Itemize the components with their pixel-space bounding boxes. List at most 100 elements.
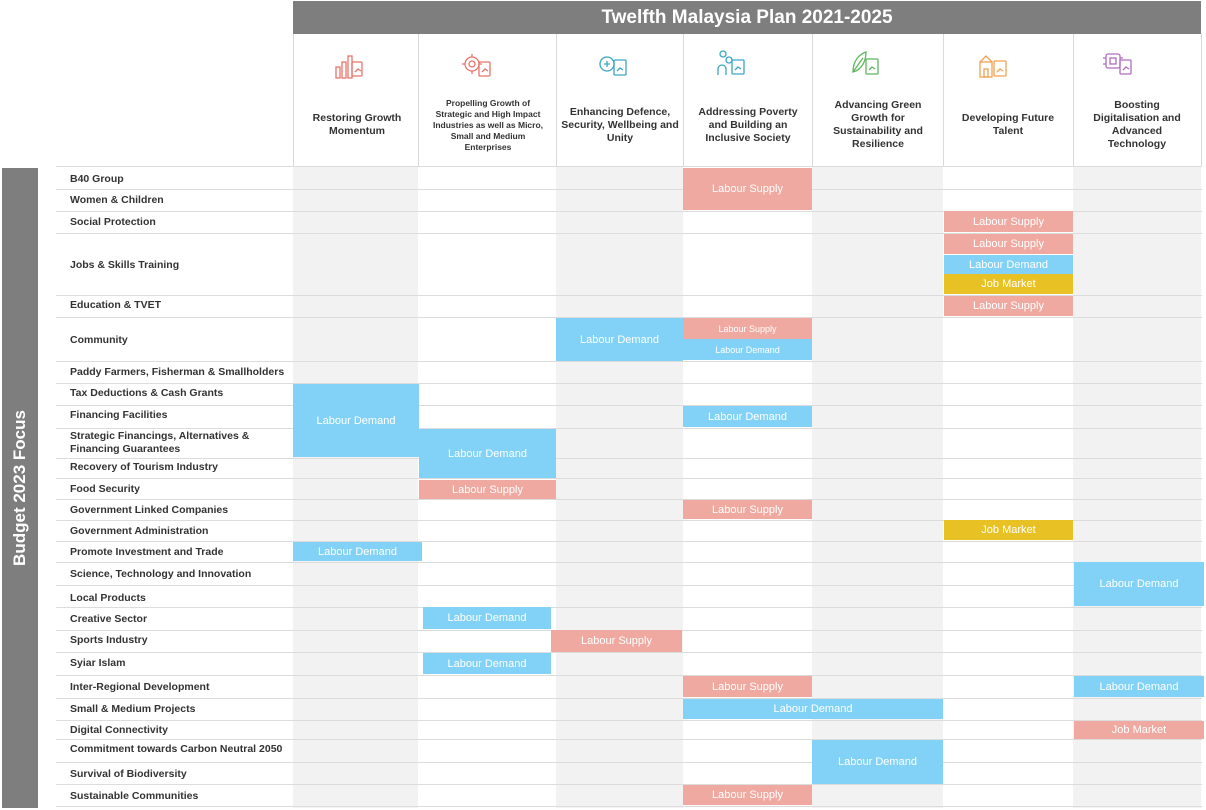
- row-label-syiar-islam: Syiar Islam: [70, 657, 126, 669]
- cell-labour-demand: Labour Demand: [1074, 676, 1204, 697]
- header-divider: [293, 34, 294, 167]
- industry-gear-icon: [462, 54, 491, 77]
- row-label-tax-deductions: Tax Deductions & Cash Grants: [70, 387, 224, 399]
- column-bg-1: [293, 167, 418, 808]
- row-divider: [56, 541, 1202, 542]
- row-label-sustainable-communities: Sustainable Communities: [70, 790, 199, 802]
- cell-labour-demand: Labour Demand: [293, 384, 419, 457]
- cell-labour-supply: Labour Supply: [944, 211, 1073, 232]
- row-label-sti: Science, Technology and Innovation: [70, 568, 252, 580]
- column-header-boosting-digitalisation: Boosting Digitalisation and Advanced Tec…: [1093, 99, 1181, 150]
- row-label-small-medium: Small & Medium Projects: [70, 703, 196, 715]
- row-divider: [56, 317, 1202, 318]
- row-divider: [56, 739, 1202, 740]
- header-divider: [1201, 34, 1202, 167]
- row-label-community: Community: [70, 334, 128, 346]
- row-label-biodiversity: Survival of Biodiversity: [70, 768, 187, 780]
- cell-labour-supply: Labour Supply: [944, 234, 1073, 254]
- row-label-investment-trade: Promote Investment and Trade: [70, 546, 224, 558]
- row-label-tourism: Recovery of Tourism Industry: [70, 461, 219, 473]
- cell-job-market: Job Market: [944, 274, 1073, 294]
- header-divider: [418, 34, 419, 167]
- row-label-strategic-financings: Strategic Financings, Alternatives & Fin…: [70, 430, 250, 455]
- row-divider: [56, 361, 1202, 362]
- row-divider: [56, 698, 1202, 699]
- cell-labour-supply: Labour Supply: [551, 630, 682, 652]
- cell-labour-demand: Labour Demand: [683, 699, 943, 719]
- column-header-restoring-growth: Restoring Growth Momentum: [312, 112, 402, 137]
- cell-labour-demand: Labour Demand: [944, 255, 1073, 274]
- row-label-creative-sector: Creative Sector: [70, 613, 148, 625]
- cell-labour-demand: Labour Demand: [683, 406, 812, 427]
- cell-job-market: Job Market: [944, 520, 1073, 540]
- column-header-enhancing-defence: Enhancing Defence, Security, Wellbeing a…: [561, 105, 679, 144]
- cell-labour-demand: Labour Demand: [1074, 562, 1204, 606]
- cell-labour-demand: Labour Demand: [556, 318, 683, 361]
- header-divider: [683, 34, 684, 167]
- header-divider: [812, 34, 813, 167]
- row-divider: [56, 458, 1202, 459]
- side-label: Budget 2023 Focus: [2, 168, 38, 808]
- row-divider: [56, 607, 1202, 608]
- row-divider: [56, 295, 1202, 296]
- row-divider: [56, 405, 1202, 406]
- leaf-green-icon: [852, 51, 879, 75]
- talent-building-icon: [979, 55, 1007, 78]
- row-label-sports: Sports Industry: [70, 634, 148, 646]
- shield-security-icon: [599, 56, 627, 76]
- row-divider: [56, 784, 1202, 785]
- column-header-addressing-poverty: Addressing Poverty and Building an Inclu…: [698, 105, 798, 144]
- cell-job-market: Job Market: [1074, 721, 1204, 739]
- row-label-paddy-farmers: Paddy Farmers, Fisherman & Smallholders: [70, 366, 285, 378]
- row-divider: [56, 675, 1202, 676]
- digital-chip-icon: [1103, 53, 1132, 75]
- row-divider: [56, 233, 1202, 234]
- row-label-social-protection: Social Protection: [70, 216, 156, 228]
- row-divider: [56, 520, 1202, 521]
- row-label-women-children: Women & Children: [70, 194, 164, 206]
- header-bottom-line: [56, 166, 1202, 167]
- growth-chart-icon: [335, 55, 363, 79]
- row-label-financing-facilities: Financing Facilities: [70, 409, 168, 421]
- row-divider: [56, 478, 1202, 479]
- row-label-local-products: Local Products: [70, 592, 146, 604]
- cell-labour-supply: Labour Supply: [944, 296, 1073, 316]
- row-divider: [56, 762, 1202, 763]
- row-divider: [56, 806, 1202, 807]
- row-divider: [56, 562, 1202, 563]
- column-bg-7: [1073, 167, 1201, 808]
- people-inclusive-icon: [717, 50, 745, 75]
- cell-labour-demand: Labour Demand: [293, 542, 422, 561]
- row-label-inter-regional: Inter-Regional Development: [70, 681, 210, 693]
- row-divider: [56, 499, 1202, 500]
- cell-labour-supply: Labour Supply: [683, 318, 812, 339]
- cell-labour-demand: Labour Demand: [812, 740, 943, 784]
- row-label-glc: Government Linked Companies: [70, 504, 229, 516]
- row-divider: [56, 428, 1202, 429]
- cell-labour-supply: Labour Supply: [683, 676, 812, 697]
- plan-title-banner: Twelfth Malaysia Plan 2021-2025: [293, 1, 1201, 34]
- column-bg-3: [556, 167, 683, 808]
- header-divider: [943, 34, 944, 167]
- row-divider: [56, 652, 1202, 653]
- cell-labour-demand: Labour Demand: [419, 429, 556, 478]
- row-label-jobs-skills: Jobs & Skills Training: [70, 259, 180, 271]
- header-divider: [1073, 34, 1074, 167]
- row-label-gov-admin: Government Administration: [70, 525, 209, 537]
- column-header-advancing-green: Advancing Green Growth for Sustainabilit…: [833, 99, 923, 150]
- cell-labour-demand: Labour Demand: [423, 653, 551, 674]
- column-header-propelling-growth: Propelling Growth of Strategic and High …: [432, 97, 544, 152]
- row-divider: [56, 720, 1202, 721]
- row-divider: [56, 585, 1202, 586]
- row-divider: [56, 189, 1202, 190]
- row-label-b40: B40 Group: [70, 173, 124, 185]
- side-label-text: Budget 2023 Focus: [10, 410, 29, 566]
- cell-labour-demand: Labour Demand: [423, 607, 551, 629]
- header-divider: [556, 34, 557, 167]
- cell-labour-demand: Labour Demand: [683, 339, 812, 360]
- cell-labour-supply: Labour Supply: [683, 168, 812, 210]
- cell-labour-supply: Labour Supply: [683, 500, 812, 519]
- row-divider: [56, 211, 1202, 212]
- row-label-digital-connectivity: Digital Connectivity: [70, 724, 169, 736]
- row-label-carbon-neutral: Commitment towards Carbon Neutral 2050: [70, 743, 283, 755]
